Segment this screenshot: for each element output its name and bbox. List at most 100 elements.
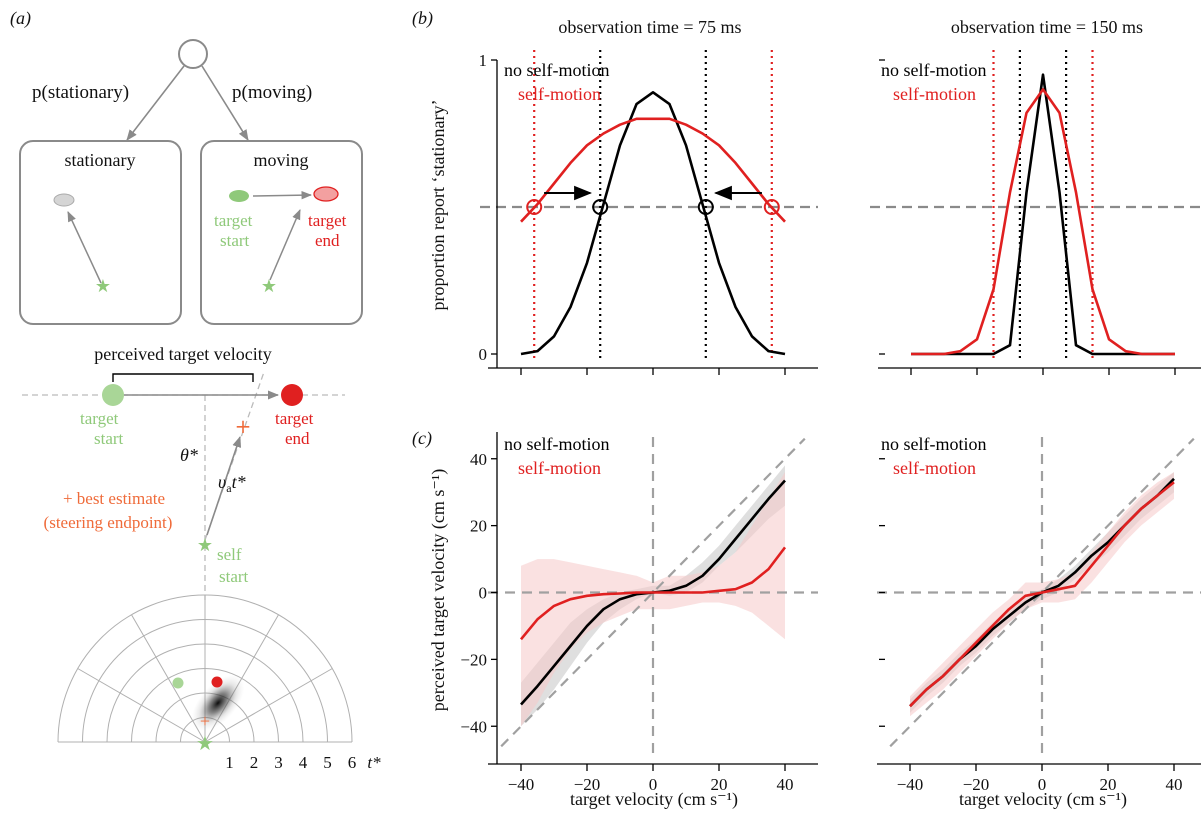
- polar-tick-label: 6: [348, 753, 357, 772]
- target-start-label-1: target: [80, 409, 119, 428]
- target-end-label-2: end: [285, 429, 310, 448]
- y-tick-label: 0: [479, 584, 488, 603]
- target-end-dot: [281, 384, 303, 406]
- panel-b-ylabel: proportion report ‘stationary’: [428, 100, 448, 311]
- crossing-marker-red: [526, 199, 543, 215]
- x-tick-label: −20: [963, 775, 990, 794]
- x-tick-label: 40: [1166, 775, 1183, 794]
- moving-target-start-label-1: target: [214, 211, 253, 230]
- identity-line: [889, 437, 1195, 748]
- theta-label: θ*: [180, 445, 198, 465]
- legend-no-self-motion: no self-motion: [881, 434, 987, 454]
- series-line-no-self-motion: [520, 91, 786, 356]
- polar-tick-label: 1: [225, 753, 234, 772]
- target-end-label-1: target: [275, 409, 314, 428]
- root-node: [178, 39, 208, 69]
- panel-b-label: (b): [412, 8, 433, 29]
- moving-target-end: [313, 186, 339, 202]
- panel-c-xlabel-right: target velocity (cm s⁻¹): [959, 789, 1127, 810]
- steering-arrow: [206, 435, 242, 536]
- target-motion-arrow: [252, 190, 313, 200]
- moving-target-end-label-2: end: [315, 231, 340, 250]
- y-tick-label: 0: [479, 345, 488, 364]
- branch-arrow-moving: [201, 65, 249, 141]
- p-stationary-label: p(stationary): [32, 82, 129, 103]
- panel-c: (c) perceived target velocity (cm s⁻¹) t…: [412, 428, 1201, 810]
- stationary-box-title: stationary: [65, 150, 136, 170]
- panel-b: (b) observation time = 75 ms observation…: [412, 8, 1201, 375]
- p-moving-label: p(moving): [232, 82, 312, 103]
- legend-self-motion: self-motion: [518, 84, 601, 104]
- y-tick-label: 40: [470, 450, 487, 469]
- legend-self-motion: self-motion: [893, 458, 976, 478]
- self-start-star-icon: ★: [197, 535, 213, 556]
- perceived-velocity-label: perceived target velocity: [94, 344, 272, 364]
- polar-posterior-plot: +★ 1 2 3 4 5 6 t*: [57, 594, 381, 772]
- legend-no-self-motion: no self-motion: [504, 60, 610, 80]
- best-estimate-label-2: (steering endpoint): [44, 513, 173, 532]
- plot-b-150ms: no self-motion self-motion: [870, 50, 1201, 375]
- plot-c-150ms: −40 −20 0 20 40 no self-motion self-motion: [877, 432, 1201, 794]
- target-start-label-2: start: [94, 429, 124, 448]
- panel-c-label: (c): [412, 428, 432, 449]
- moving-target-end-label-1: target: [308, 211, 347, 230]
- polar-self-star-icon: ★: [196, 733, 214, 755]
- plot-c-75ms: −40 −20 0 20 40 40 20 0 −20 −40 no self-motion self…: [460, 432, 818, 794]
- polar-spoke: [77, 668, 206, 743]
- crossing-marker-black: [592, 199, 609, 215]
- polar-spoke: [204, 668, 333, 743]
- moving-target-start-label-2: start: [220, 231, 250, 250]
- y-tick-label: 20: [470, 517, 487, 536]
- polar-tick-label: 4: [299, 753, 308, 772]
- polar-best-estimate-icon: +: [200, 711, 210, 731]
- series-line-self-motion: [909, 481, 1175, 708]
- posterior-density: [191, 675, 245, 731]
- branch-arrow-stationary: [126, 65, 185, 141]
- panel-a: (a) p(stationary) p(moving) stationary ★…: [10, 8, 381, 772]
- x-tick-label: −40: [897, 775, 924, 794]
- series-line-self-motion: [520, 117, 786, 223]
- series-line-no-self-motion: [911, 73, 1175, 356]
- moving-box: [200, 140, 363, 325]
- y-tick-label: −20: [460, 650, 487, 669]
- polar-axis-label: t*: [367, 753, 381, 772]
- polar-tick-label: 2: [250, 753, 259, 772]
- identity-line: [500, 437, 806, 748]
- best-estimate-marker-icon: +: [235, 414, 252, 438]
- x-tick-label: 20: [1100, 775, 1117, 794]
- panel-b-title-75ms: observation time = 75 ms: [558, 17, 741, 37]
- best-estimate-label-1: + best estimate: [63, 489, 165, 508]
- y-tick-label: 1: [479, 51, 488, 70]
- legend-no-self-motion: no self-motion: [881, 60, 987, 80]
- velocity-bracket: [112, 373, 254, 382]
- crossing-marker-black: [697, 199, 714, 215]
- x-tick-label: 0: [1038, 775, 1047, 794]
- self-start-label-1: self: [217, 545, 242, 564]
- stationary-target: [53, 193, 75, 207]
- legend-self-motion: self-motion: [893, 84, 976, 104]
- series-line-self-motion: [519, 546, 787, 641]
- moving-self-arrow: [269, 209, 301, 281]
- stationary-box: [19, 140, 182, 325]
- target-start-dot: [102, 384, 124, 406]
- self-start-label-2: start: [219, 567, 249, 586]
- panel-a-label: (a): [10, 8, 31, 29]
- polar-target-end-dot: [211, 676, 223, 688]
- polar-tick-label: 5: [323, 753, 332, 772]
- y-tick-label: −40: [460, 717, 487, 736]
- moving-self-star-icon: ★: [261, 276, 277, 297]
- legend-self-motion: self-motion: [518, 458, 601, 478]
- moving-target-start: [229, 190, 249, 202]
- x-tick-label: 20: [711, 775, 728, 794]
- stationary-self-arrow: [67, 211, 102, 284]
- moving-box-title: moving: [253, 150, 308, 170]
- stationary-self-star-icon: ★: [95, 276, 111, 297]
- plot-b-75ms: 0 1 no self-motion self-motion: [479, 50, 818, 375]
- polar-tick-label: 3: [274, 753, 283, 772]
- crossing-marker-red: [763, 199, 780, 215]
- va-t-label: υat*: [218, 472, 246, 495]
- series-line-self-motion: [911, 88, 1175, 356]
- panel-c-xlabel-left: target velocity (cm s⁻¹): [570, 789, 738, 810]
- panel-c-ylabel: perceived target velocity (cm s⁻¹): [428, 469, 449, 711]
